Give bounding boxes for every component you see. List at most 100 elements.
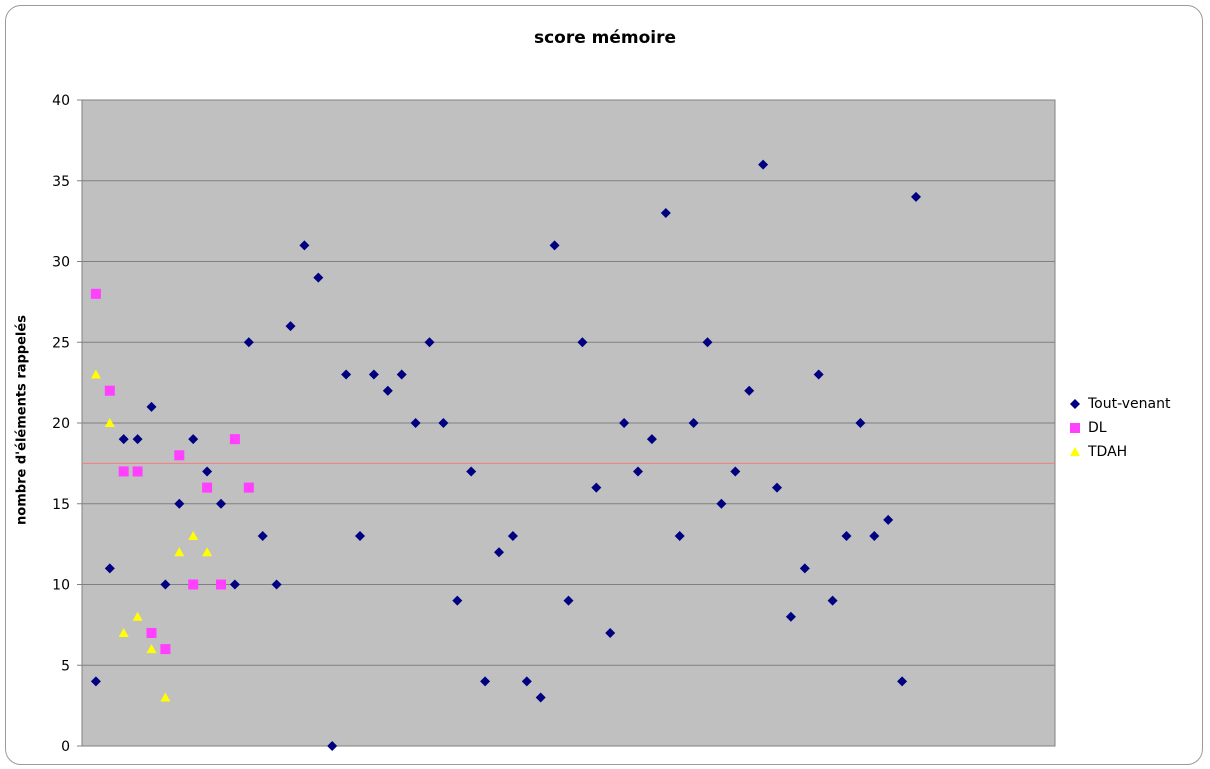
data-points xyxy=(90,159,921,751)
y-tick-label: 5 xyxy=(61,658,70,674)
data-point xyxy=(202,547,213,557)
data-point xyxy=(897,676,908,687)
data-point xyxy=(785,611,796,622)
data-point xyxy=(410,418,421,428)
data-point xyxy=(104,385,115,396)
data-point xyxy=(146,644,157,654)
data-point xyxy=(118,466,129,477)
y-tick-label: 35 xyxy=(52,174,70,190)
data-point xyxy=(285,321,296,332)
data-point xyxy=(132,466,143,477)
data-point xyxy=(160,579,171,590)
data-point xyxy=(257,531,268,542)
data-point xyxy=(744,385,755,396)
y-tick-label: 10 xyxy=(52,578,70,594)
data-point xyxy=(772,482,782,493)
y-tick-label: 20 xyxy=(52,416,70,432)
data-point xyxy=(160,644,171,655)
legend-item: Tout-venant xyxy=(1068,392,1171,416)
data-point xyxy=(702,337,713,348)
data-point xyxy=(132,611,143,621)
data-point xyxy=(646,434,657,445)
data-point xyxy=(660,208,671,219)
data-point xyxy=(327,741,338,751)
data-point xyxy=(855,418,866,428)
data-point xyxy=(313,272,324,283)
data-point xyxy=(341,369,352,380)
data-point xyxy=(911,191,921,202)
data-point xyxy=(132,434,143,445)
data-point xyxy=(883,514,894,525)
y-axis-ticks: 0 5 10 15 20 25 30 35 40 xyxy=(52,93,82,755)
y-tick-label: 15 xyxy=(52,497,70,513)
legend-item: TDAH xyxy=(1068,440,1171,464)
data-point xyxy=(674,531,685,542)
data-point xyxy=(229,579,240,590)
data-point xyxy=(243,482,254,493)
data-point xyxy=(869,531,880,542)
data-point xyxy=(174,498,185,509)
data-point xyxy=(535,692,546,703)
data-point xyxy=(299,240,310,251)
y-tick-label: 40 xyxy=(52,93,70,109)
data-point xyxy=(90,288,101,299)
data-point xyxy=(118,434,129,445)
data-point xyxy=(90,676,101,687)
data-point xyxy=(382,385,393,396)
data-point xyxy=(229,434,240,445)
data-point xyxy=(146,401,157,412)
data-point xyxy=(160,692,171,702)
data-point xyxy=(633,466,643,477)
legend: Tout-venant DL TDAH xyxy=(1068,392,1171,464)
legend-label: Tout-venant xyxy=(1088,396,1171,412)
data-point xyxy=(424,337,435,348)
data-point xyxy=(730,466,741,477)
legend-label: DL xyxy=(1088,420,1107,436)
data-point xyxy=(716,498,727,509)
data-point xyxy=(174,450,185,461)
data-point xyxy=(619,418,630,428)
triangle-marker-icon xyxy=(1070,447,1080,456)
data-point xyxy=(104,563,115,574)
y-tick-label: 0 xyxy=(61,739,70,755)
data-point xyxy=(605,627,616,638)
legend-label: TDAH xyxy=(1088,444,1128,460)
chart-title: score mémoire xyxy=(533,28,677,48)
data-point xyxy=(577,337,588,348)
data-point xyxy=(799,563,810,574)
square-marker-icon xyxy=(1070,423,1080,433)
legend-item: DL xyxy=(1068,416,1171,440)
data-point xyxy=(188,579,199,590)
data-point xyxy=(507,531,518,542)
data-point xyxy=(271,579,282,590)
data-point xyxy=(396,369,407,380)
data-point xyxy=(118,627,129,637)
data-point xyxy=(452,595,463,606)
data-point xyxy=(202,466,213,477)
data-point xyxy=(466,466,477,477)
gridlines xyxy=(82,180,1055,666)
data-point xyxy=(202,482,213,493)
data-point xyxy=(494,547,504,558)
data-point xyxy=(355,531,365,542)
data-point xyxy=(841,531,852,542)
data-point xyxy=(216,579,226,590)
data-point xyxy=(480,676,491,687)
y-tick-label: 30 xyxy=(52,255,70,271)
data-point xyxy=(146,627,157,638)
diamond-marker-icon xyxy=(1070,399,1080,409)
data-point xyxy=(549,240,560,251)
data-point xyxy=(758,159,769,170)
data-point xyxy=(688,418,699,428)
data-point xyxy=(243,337,254,348)
data-point xyxy=(563,595,574,606)
data-point xyxy=(188,531,199,541)
data-point xyxy=(104,418,115,427)
data-point xyxy=(521,676,532,687)
data-point xyxy=(174,547,185,557)
data-point xyxy=(591,482,602,493)
data-point xyxy=(368,369,379,380)
data-point xyxy=(827,595,838,606)
y-tick-label: 25 xyxy=(52,335,70,351)
